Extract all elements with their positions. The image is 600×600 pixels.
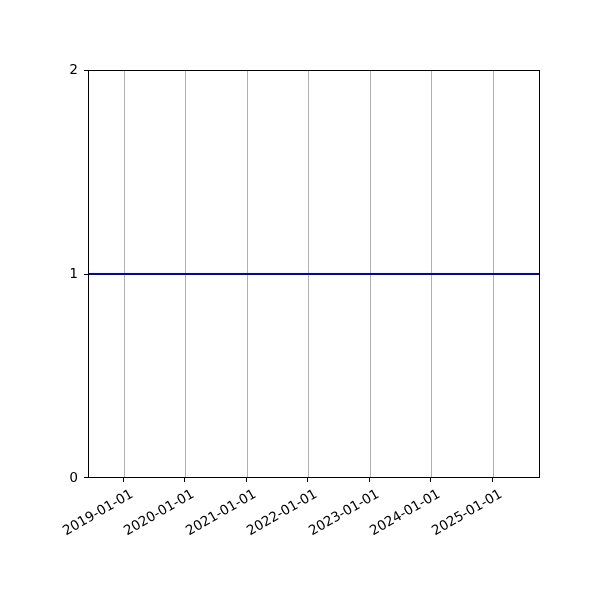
x-tick-mark-0 <box>123 478 125 482</box>
y-tick-mark-0 <box>84 477 88 479</box>
x-tick-mark-2 <box>246 478 248 482</box>
y-tick-label-1: 1 <box>69 266 78 282</box>
y-tick-label-0: 0 <box>69 470 78 486</box>
y-tick-mark-2 <box>84 70 88 72</box>
series-line-0 <box>89 272 539 276</box>
x-tick-mark-4 <box>369 478 371 482</box>
x-tick-mark-6 <box>492 478 494 482</box>
x-tick-label-6: 2025-01-01 <box>429 486 505 540</box>
x-tick-mark-1 <box>184 478 186 482</box>
x-tick-mark-5 <box>430 478 432 482</box>
y-tick-label-2: 2 <box>69 62 78 78</box>
x-tick-mark-3 <box>307 478 309 482</box>
plot-axes-area <box>88 70 540 478</box>
data-series-layer <box>89 71 539 477</box>
y-tick-mark-1 <box>84 274 88 276</box>
